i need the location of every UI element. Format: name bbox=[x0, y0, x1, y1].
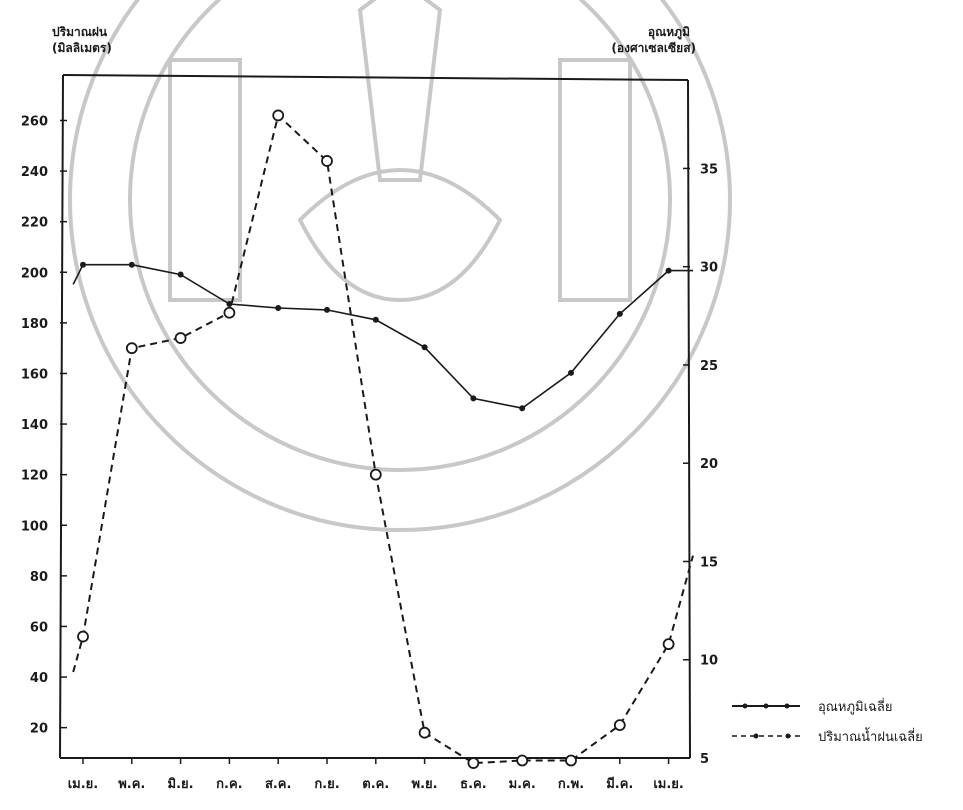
y-left-tick-label: 220 bbox=[21, 216, 48, 231]
x-tick-label: ต.ค. bbox=[362, 777, 389, 792]
y-left-tick-label: 100 bbox=[21, 519, 48, 534]
y-right-label-line1: อุณหภูมิ bbox=[648, 25, 690, 40]
rainfall-point bbox=[418, 726, 431, 739]
rainfall-line bbox=[72, 113, 694, 765]
y-right-tick-label: 5 bbox=[700, 752, 709, 767]
y-left-tick-label: 120 bbox=[21, 469, 48, 484]
temperature-point bbox=[470, 395, 477, 402]
y-left-tick-label: 20 bbox=[30, 722, 48, 737]
watermark-seal bbox=[68, 0, 732, 532]
x-tick-label: มิ.ย. bbox=[168, 777, 194, 792]
x-tick-label: ก.ย. bbox=[314, 777, 339, 792]
temperature-point bbox=[372, 316, 379, 323]
temperature-point bbox=[275, 304, 282, 311]
legend-item-temperature: อุณหภูมิเฉลี่ย bbox=[732, 698, 892, 715]
rainfall-point bbox=[613, 719, 626, 732]
y-left-tick-label: 160 bbox=[21, 367, 48, 382]
rainfall-point bbox=[272, 109, 285, 122]
x-axis: เม.ย. พ.ค. มิ.ย. ก.ค. ส.ค. ก.ย. ต.ค. พ.ย. ธ.ค. ม.… bbox=[68, 758, 684, 792]
rainfall-point bbox=[321, 155, 333, 167]
rainfall-point bbox=[223, 306, 236, 319]
y-right-axis: 5 10 15 20 25 30 35 bbox=[683, 162, 718, 767]
y-left-tick-label: 60 bbox=[30, 620, 48, 635]
x-tick-label: พ.ค. bbox=[118, 777, 145, 792]
legend-item-rainfall: ปริมาณน้ำฝนเฉลี่ย bbox=[732, 727, 923, 745]
y-left-tick-label: 40 bbox=[30, 671, 48, 686]
rainfall-point bbox=[565, 754, 577, 767]
rainfall-point bbox=[369, 468, 382, 481]
legend-label-temperature: อุณหภูมิเฉลี่ย bbox=[818, 698, 892, 715]
temperature-point bbox=[421, 344, 428, 351]
x-tick-label: พ.ย. bbox=[412, 777, 438, 792]
temperature-point bbox=[519, 405, 526, 412]
x-tick-label: เม.ย. bbox=[68, 777, 99, 792]
temperature-point bbox=[665, 267, 672, 274]
y-left-tick-label: 180 bbox=[21, 317, 48, 332]
x-tick-label: ส.ค. bbox=[265, 777, 292, 792]
y-right-tick-label: 15 bbox=[700, 555, 718, 570]
x-tick-label: ก.พ. bbox=[558, 777, 584, 792]
x-tick-label: มี.ค. bbox=[606, 776, 633, 792]
y-right-tick-label: 25 bbox=[700, 359, 718, 374]
temperature-point bbox=[616, 310, 623, 317]
series-layer bbox=[72, 109, 694, 769]
y-left-tick-label: 260 bbox=[21, 114, 48, 129]
rainfall-point bbox=[174, 332, 187, 344]
rainfall-point bbox=[77, 630, 89, 643]
temperature-point bbox=[568, 369, 574, 376]
temperature-point bbox=[80, 261, 86, 268]
temperature-point bbox=[177, 271, 184, 278]
rainfall-point bbox=[125, 342, 138, 355]
legend-label-rainfall: ปริมาณน้ำฝนเฉลี่ย bbox=[818, 727, 923, 745]
y-right-tick-label: 30 bbox=[700, 261, 718, 276]
y-left-tick-label: 200 bbox=[21, 266, 48, 281]
y-right-tick-label: 35 bbox=[700, 162, 718, 177]
y-right-tick-label: 20 bbox=[700, 457, 718, 472]
y-left-axis: 20 40 60 80 100 120 140 160 180 200 220 240 260 bbox=[21, 114, 67, 737]
y-left-label-line2: (มิลลิเมตร) bbox=[52, 41, 112, 55]
rainfall-point bbox=[516, 754, 529, 767]
x-tick-label: ม.ค. bbox=[509, 777, 536, 792]
y-left-tick-label: 240 bbox=[21, 165, 48, 180]
y-right-label-line2: (องศาเซลเซียส) bbox=[611, 41, 696, 55]
y-left-label-line1: ปริมาณฝน bbox=[52, 25, 108, 39]
plot-frame bbox=[59, 74, 691, 759]
rainfall-point bbox=[662, 638, 675, 651]
temperature-point bbox=[324, 306, 330, 313]
y-right-tick-label: 10 bbox=[700, 654, 718, 669]
x-tick-label: เม.ย. bbox=[653, 777, 684, 792]
y-left-tick-label: 80 bbox=[30, 570, 48, 585]
y-left-tick-label: 140 bbox=[21, 418, 48, 433]
x-tick-label: ก.ค. bbox=[216, 777, 242, 792]
legend: อุณหภูมิเฉลี่ย ปริมาณน้ำฝนเฉลี่ย bbox=[732, 698, 923, 745]
temperature-point bbox=[128, 261, 135, 268]
rainfall-point bbox=[467, 757, 480, 769]
x-tick-label: ธ.ค. bbox=[460, 777, 487, 792]
